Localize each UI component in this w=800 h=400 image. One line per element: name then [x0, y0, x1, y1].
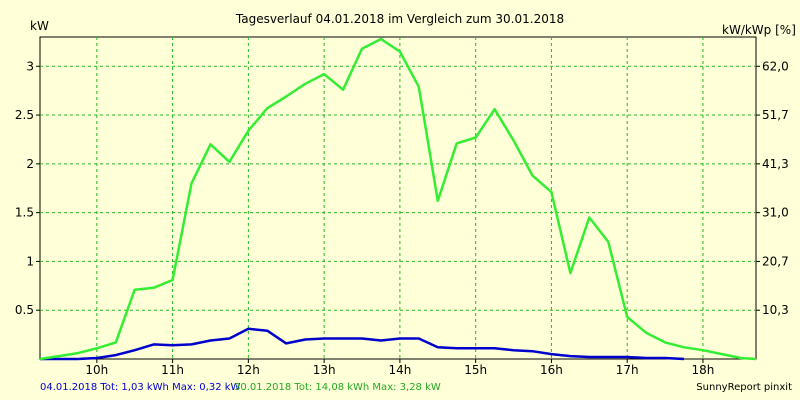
x-axis-ticks: 10h 11h 12h 13h 14h 15h 16h 17h 18h: [85, 359, 714, 377]
x-tick-label: 12h: [237, 363, 260, 377]
y-tick-label-right: 10,3: [762, 303, 789, 317]
x-tick-label: 14h: [388, 363, 411, 377]
y-tick-label-left: 1.5: [15, 206, 34, 220]
y-tick-label-right: 62,0: [762, 59, 789, 73]
y-tick-label-left: 2.5: [15, 108, 34, 122]
y-axis-right-label: kW/kWp [%]: [722, 23, 796, 37]
chart-title: Tagesverlauf 04.01.2018 im Vergleich zum…: [235, 12, 564, 26]
y-tick-label-left: 0.5: [15, 303, 34, 317]
y-axis-left-ticks: 0.5 1 1.5 2 2.5 3: [15, 59, 40, 317]
series-group: [39, 37, 757, 361]
y-tick-label-right: 51,7: [762, 108, 789, 122]
x-tick-label: 13h: [313, 363, 336, 377]
plot-area: [39, 36, 757, 360]
x-tick-label: 10h: [85, 363, 108, 377]
legend-series-1: 04.01.2018 Tot: 1,03 kWh Max: 0,32 kW: [40, 382, 241, 393]
series-line-1: [40, 327, 685, 361]
y-tick-label-left: 3: [26, 59, 34, 73]
grid-lines: [40, 37, 756, 359]
y-tick-label-right: 20,7: [762, 254, 789, 268]
x-tick-label: 16h: [540, 363, 563, 377]
y-tick-label-right: 41,3: [762, 157, 789, 171]
y-axis-left-label: kW: [30, 19, 49, 33]
y-tick-label-left: 1: [26, 254, 34, 268]
y-tick-label-right: 31,0: [762, 206, 789, 220]
series-line-2: [39, 37, 757, 361]
credit-label: SunnyReport pinxit: [696, 382, 792, 393]
legend-series-2: 30.01.2018 Tot: 14,08 kWh Max: 3,28 kW: [234, 382, 441, 393]
y-tick-label-left: 2: [26, 157, 34, 171]
x-tick-label: 15h: [464, 363, 487, 377]
y-axis-right-ticks: 10,3 20,7 31,0 41,3 51,7 62,0: [756, 59, 789, 317]
x-tick-label: 17h: [616, 363, 639, 377]
x-tick-label: 11h: [161, 363, 184, 377]
x-tick-label: 18h: [692, 363, 715, 377]
